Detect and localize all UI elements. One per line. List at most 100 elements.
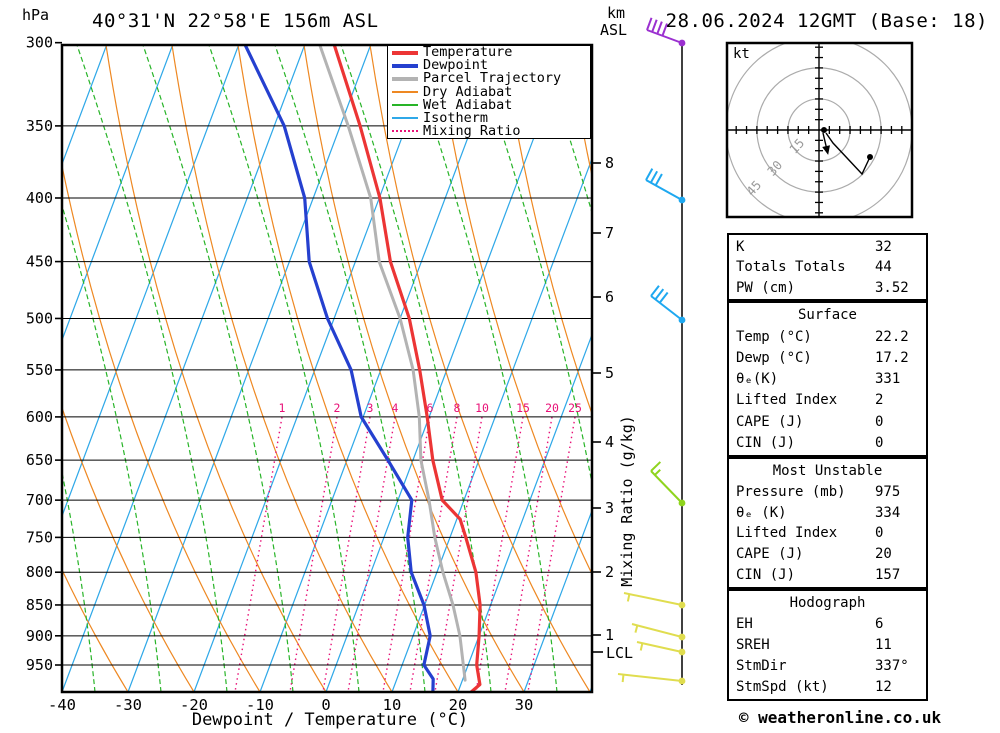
dewpoint-line-swatch (392, 63, 418, 68)
hodograph-trace (825, 132, 871, 176)
pressure-tick-label: 300 (26, 34, 53, 52)
wet-adiabat-line-swatch (392, 104, 418, 107)
table-row: EH 6 (736, 616, 884, 632)
legend: Temperature Dewpoint Parcel Trajectory D… (387, 45, 591, 139)
copyright: © weatheronline.co.uk (738, 708, 942, 727)
x-axis-title: Dewpoint / Temperature (°C) (191, 710, 469, 730)
parcel-line-swatch (392, 76, 418, 81)
table-row: Dewp (°C) 17.2 (736, 349, 909, 366)
table-row: θₑ (K) 334 (736, 504, 901, 521)
surface-panel: Surface Temp (°C) 22.2 Dewp (°C) 17.2 θₑ(K… (727, 301, 928, 457)
km-tick-label: 5 (605, 364, 614, 382)
legend-item-parcel: Parcel Trajectory (388, 72, 590, 85)
mixing-ratio-value-label: 1 (279, 401, 286, 415)
lcl-label: LCL (606, 644, 634, 662)
mixing-ratio-axis-title: Mixing Ratio (g/kg) (618, 415, 636, 587)
table-row: θₑ(K) 331 (736, 371, 901, 387)
pressure-tick-label: 600 (26, 408, 53, 426)
mixing-ratio-value-label: 3 (367, 401, 374, 415)
temperature-line-swatch (392, 50, 418, 55)
mixing-ratio-value-label: 10 (475, 401, 489, 415)
table-row: PW (cm) 3.52 (736, 279, 909, 296)
pressure-tick-label: 700 (26, 491, 53, 509)
wind-barb (645, 168, 686, 204)
temp-tick-label: -40 (48, 696, 76, 714)
pressure-tick-label: 900 (26, 627, 53, 645)
temp-tick-label: 20 (449, 696, 468, 714)
hodograph-ring-label: 30 (764, 157, 785, 178)
km-tick-label: 7 (605, 224, 614, 242)
legend-label: Dry Adiabat (423, 83, 513, 100)
table-row: K 32 (736, 238, 892, 255)
mixing-ratio-value-label: 2 (334, 401, 341, 415)
hodograph-ring-label: 15 (786, 135, 807, 156)
pressure-tick-label: 800 (26, 563, 53, 581)
panel-title: Most Unstable (772, 462, 883, 479)
wind-barb (650, 461, 686, 507)
mixing-ratio-value-label: 4 (392, 401, 399, 415)
pressure-tick-label: 650 (26, 451, 53, 469)
most-unstable-panel: Most Unstable Pressure (mb) 975 θₑ (K) 334… (727, 457, 928, 589)
pressure-unit-label: hPa (22, 6, 50, 24)
mixing-ratio-value-label: 8 (454, 401, 461, 415)
mixing-ratio-value-label: 20 (545, 401, 559, 415)
legend-label: Mixing Ratio (423, 122, 521, 139)
temp-tick-label: 30 (515, 696, 534, 714)
plot-border (60, 43, 594, 694)
pressure-tick-label: 950 (26, 656, 53, 674)
hodograph-border (725, 41, 914, 219)
table-row: CAPE (J) 20 (736, 546, 892, 563)
pressure-tick-label: 750 (26, 528, 53, 546)
km-axis-label: km (607, 4, 626, 22)
panel-title: Surface (797, 307, 857, 324)
skewt-lattice (62, 45, 592, 692)
isotherm-line-swatch (392, 117, 418, 120)
mixing-ratio-value-label: 6 (427, 401, 434, 415)
table-row: CIN (J) 157 (736, 567, 901, 584)
wind-barb (617, 673, 686, 685)
temp-tick-label: 10 (383, 696, 402, 714)
table-row: Pressure (mb) 975 (736, 483, 901, 500)
table-row: Lifted Index 0 (736, 525, 884, 542)
pressure-tick-label: 500 (26, 309, 53, 327)
table-row: CIN (J) 0 (736, 434, 884, 451)
dry-adiabat-line-swatch (392, 91, 418, 93)
legend-item-temperature: Temperature (388, 44, 590, 61)
table-row: StmDir 337° (736, 658, 909, 674)
legend-label: Dewpoint (423, 57, 489, 74)
legend-item-dewpoint: Dewpoint (388, 59, 590, 72)
legend-label: Temperature (423, 44, 513, 61)
wind-barb (636, 641, 686, 656)
indices-panel: K 32 Totals Totals 44 PW (cm) 3.52 (727, 233, 928, 301)
wind-barb (631, 623, 686, 641)
mixing-ratio-line-swatch (392, 130, 418, 133)
table-row: CAPE (J) 0 (736, 413, 884, 430)
km-tick-label: 6 (605, 288, 614, 306)
hodograph-unit-label: kt (733, 46, 750, 62)
hodograph-panel: Hodograph EH 6 SREH 11 StmDir 337° StmSpd (… (727, 589, 928, 701)
pressure-tick-label: 850 (26, 596, 53, 614)
pressure-tick-label: 450 (26, 253, 53, 271)
km-tick-label: 1 (605, 626, 614, 644)
temp-tick-label: -20 (180, 696, 208, 714)
wind-barb (623, 592, 686, 609)
temp-tick-label: -10 (246, 696, 274, 714)
station-title: 40°31'N 22°58'E 156m ASL (92, 10, 379, 32)
legend-label: Parcel Trajectory (423, 70, 562, 87)
table-row: Lifted Index 2 (736, 392, 884, 409)
pressure-tick-label: 550 (26, 361, 53, 379)
legend-label: Isotherm (423, 109, 489, 126)
legend-item-mixing-ratio: Mixing Ratio (388, 122, 590, 139)
temp-tick-label: 0 (321, 696, 330, 714)
legend-label: Wet Adiabat (423, 96, 513, 113)
datetime-title: 28.06.2024 12GMT (Base: 18) (665, 10, 988, 32)
pressure-tick-label: 400 (26, 189, 53, 207)
table-row: Temp (°C) 22.2 (736, 328, 909, 345)
pressure-tick-label: 350 (26, 117, 53, 135)
km-tick-label: 4 (605, 433, 614, 451)
wind-barb (650, 285, 686, 324)
km-tick-label: 2 (605, 563, 614, 581)
